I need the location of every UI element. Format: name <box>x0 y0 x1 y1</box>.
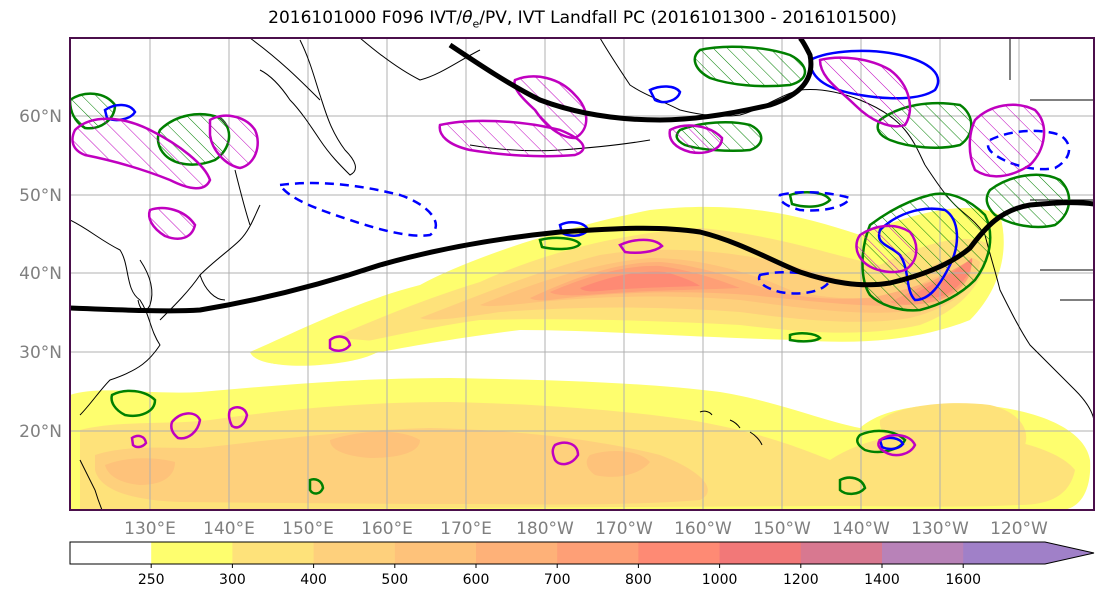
colorbar-tick-label: 400 <box>300 572 327 588</box>
lat-label-20n: 20°N <box>19 422 62 442</box>
colorbar-cell <box>476 542 558 564</box>
lon-label-130e: 130°E <box>124 519 176 539</box>
pc-sakhalin <box>208 114 259 170</box>
coast-hawaii <box>699 410 763 446</box>
pc-sw-2 <box>170 412 202 440</box>
lon-label-160w: 160°W <box>674 519 732 539</box>
coast-philippines <box>79 459 103 510</box>
lon-label-150e: 150°E <box>282 519 334 539</box>
pc-alaska <box>818 56 912 128</box>
map-layers <box>70 38 1094 510</box>
ivt-tropics-300b <box>879 403 1027 454</box>
pc-sw-5 <box>551 441 580 466</box>
pc-mid <box>618 238 664 254</box>
landfall-pc-contours <box>71 56 1046 466</box>
colorbar-tick-label: 600 <box>463 572 490 588</box>
colorbar: 250 300 400 500 600 700 800 1000 1200 1400 1600 <box>69 541 1095 588</box>
ivt-contour-north <box>448 38 814 123</box>
colorbar-cell <box>313 542 396 564</box>
colorbar-tick-label: 250 <box>138 572 165 588</box>
lon-labels: 130°E 140°E 150°E 160°E 170°E 180°W 170°… <box>124 519 1048 539</box>
lat-label-40n: 40°N <box>19 264 62 284</box>
colorbar-ticks: 250 300 400 500 600 700 800 1000 1200 1400 1600 <box>138 564 981 588</box>
colorbar-cell <box>70 542 152 564</box>
ivt-contour <box>70 38 1094 314</box>
pc-sw-1 <box>328 335 352 352</box>
lon-label-180w: 180°W <box>516 519 574 539</box>
lat-label-60n: 60°N <box>19 107 62 127</box>
colorbar-tick-label: 800 <box>625 572 652 588</box>
colorbar-cell <box>638 542 721 564</box>
lon-label-140e: 140°E <box>203 519 255 539</box>
ivt-contour-main <box>70 200 1094 314</box>
pc-hawaii-east <box>877 433 917 457</box>
theta-e-alaska <box>693 45 807 88</box>
pv-neg-3 <box>757 271 832 295</box>
colorbar-cells <box>70 542 1094 564</box>
lon-label-120w: 120°W <box>990 519 1048 539</box>
lon-label-140w: 140°W <box>832 519 890 539</box>
colorbar-cell <box>232 542 315 564</box>
pc-west-large <box>71 117 212 190</box>
colorbar-cell <box>800 542 883 564</box>
theta-e-small-4 <box>308 478 325 495</box>
pv-neg-2 <box>778 190 852 212</box>
coast-korea <box>137 259 153 311</box>
lon-label-130w: 130°W <box>911 519 969 539</box>
pv-gulf <box>648 85 682 104</box>
colorbar-outline <box>69 541 1095 565</box>
theta-e-small-1 <box>788 332 822 343</box>
colorbar-tick-label: 1600 <box>945 572 981 588</box>
colorbar-cell <box>151 542 233 564</box>
lat-labels: 60°N 50°N 40°N 30°N 20°N <box>19 107 62 442</box>
colorbar-tick-label: 500 <box>381 572 408 588</box>
colorbar-tick-label: 1200 <box>783 572 819 588</box>
colorbar-cell <box>719 542 802 564</box>
lon-label-170w: 170°W <box>595 519 653 539</box>
pv-trop <box>878 436 905 451</box>
colorbar-tick-label: 300 <box>219 572 246 588</box>
lon-label-170e: 170°E <box>440 519 492 539</box>
pc-sw-3 <box>227 406 249 429</box>
pc-bering-2 <box>513 75 588 140</box>
pc-sw-4 <box>130 434 148 449</box>
coast-asia-east <box>70 219 161 416</box>
coast-kamchatka <box>259 39 356 176</box>
theta-e-small-3 <box>788 191 832 208</box>
map-frame <box>69 37 1095 511</box>
pc-bc <box>968 103 1046 178</box>
coast-japan <box>159 204 261 321</box>
theta-e-west-trop <box>110 389 157 417</box>
theta-e-small-2 <box>538 236 582 251</box>
coast-sakhalin <box>234 169 251 226</box>
ivt-plume-800 <box>580 271 700 292</box>
colorbar-tick-label: 1000 <box>702 572 738 588</box>
lat-label-50n: 50°N <box>19 186 62 206</box>
lon-label-160e: 160°E <box>361 519 413 539</box>
colorbar-tick-label: 1400 <box>864 572 900 588</box>
colorbar-cell <box>394 542 477 564</box>
pv-neg-1 <box>277 181 437 237</box>
theta-e-se <box>856 429 907 454</box>
lat-label-30n: 30°N <box>19 343 62 363</box>
pc-ne-pacific <box>855 224 918 274</box>
pc-west-small <box>148 206 197 240</box>
colorbar-tick-label: 700 <box>544 572 571 588</box>
pc-bering-1 <box>438 119 585 158</box>
theta-e-small-5 <box>838 476 867 496</box>
coast-siberia <box>249 38 481 101</box>
colorbar-cell <box>963 542 1094 564</box>
colorbar-cell <box>882 542 964 564</box>
pc-bering-3 <box>668 124 724 155</box>
colorbar-cell <box>557 542 639 564</box>
figure-title: 2016101000 F096 IVT/θe/PV, IVT Landfall … <box>268 8 897 31</box>
lon-label-150w: 150°W <box>753 519 811 539</box>
